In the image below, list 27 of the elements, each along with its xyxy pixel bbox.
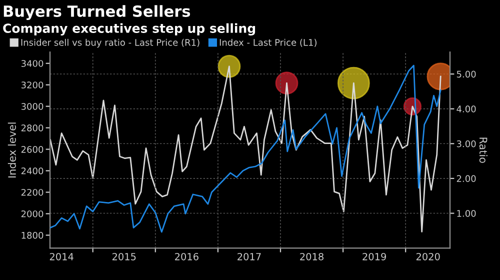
- y2-axis-title: Ratio: [479, 138, 488, 163]
- legend-label: Index - Last Price (L1): [220, 38, 316, 47]
- y-tick-label: 3400: [21, 60, 44, 67]
- y-tick-label: 2000: [21, 210, 44, 218]
- y-tick-label: 2600: [21, 146, 44, 153]
- x-tick-label: 2014: [50, 252, 74, 260]
- y-tick-label: 2200: [21, 188, 44, 196]
- x-tick-label: 2018: [300, 252, 324, 260]
- y2-tick-label: 4.00: [456, 106, 476, 112]
- y-tick-label: 1800: [22, 232, 44, 239]
- chart-subtitle: Company executives step up selling: [3, 23, 256, 36]
- x-tick-label: 2015: [112, 252, 136, 260]
- x-tick-label: 2019: [362, 252, 386, 260]
- y2-tick-label: 2.00: [456, 175, 476, 182]
- x-tick-label: 2020: [416, 252, 440, 260]
- y-tick-label: 3200: [21, 82, 44, 88]
- x-tick-label: 2017: [238, 252, 261, 260]
- x-tick-label: 2016: [175, 252, 198, 260]
- chart-title: Buyers Turned Sellers: [4, 5, 190, 20]
- y2-tick-label: 3.00: [456, 140, 476, 148]
- y2-tick-label: 1.00: [457, 210, 476, 217]
- y2-tick-label: 5.00: [456, 70, 476, 78]
- y-tick-label: 2800: [21, 124, 44, 132]
- y-tick-label: 2400: [21, 167, 44, 174]
- y-tick-label: 3000: [21, 103, 44, 110]
- y-axis-title: Index level: [8, 122, 16, 178]
- legend-label: Insider sell vs buy ratio - Last Price (R1): [21, 38, 200, 48]
